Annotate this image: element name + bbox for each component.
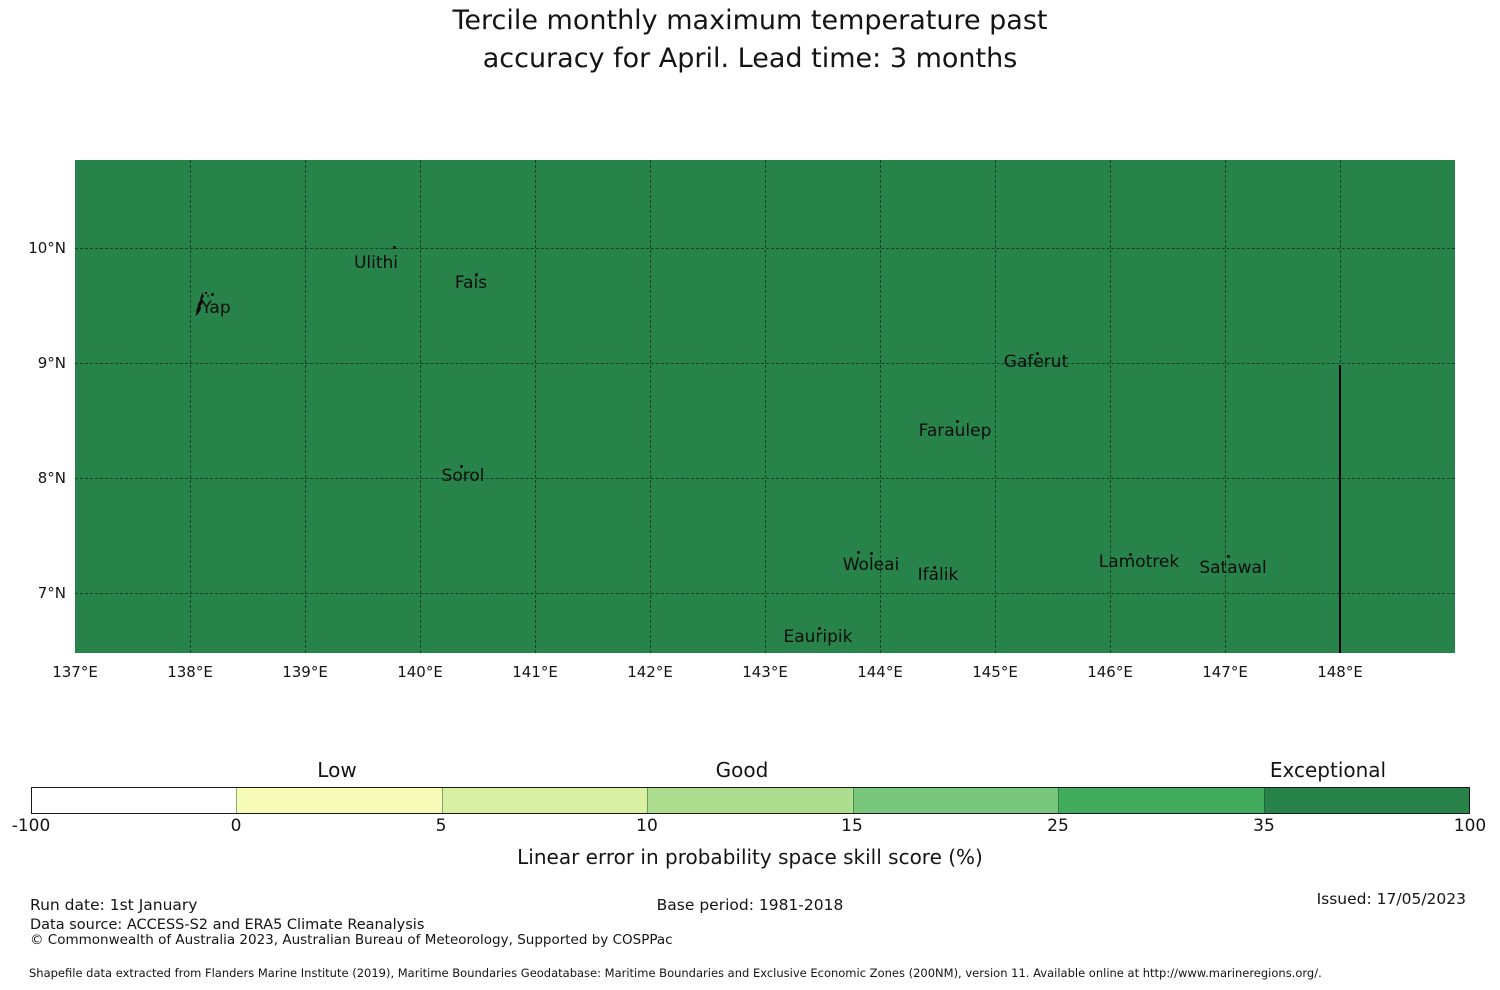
- x-tick-label: 143°E: [742, 663, 788, 681]
- gridline-latitude: [75, 478, 1455, 479]
- colorbar-tick-label: 10: [636, 816, 658, 836]
- chart-title-line1: Tercile monthly maximum temperature past: [452, 5, 1048, 36]
- x-tick-label: 144°E: [857, 663, 903, 681]
- colorbar: [31, 787, 1470, 814]
- island-dot: [818, 627, 821, 630]
- y-tick-label: 9°N: [37, 354, 66, 372]
- island-label-lamotrek: Lamotrek: [1098, 552, 1180, 572]
- gridline-longitude: [765, 160, 766, 653]
- island-label-sorol: Sorol: [441, 466, 485, 486]
- x-tick-label: 142°E: [627, 663, 673, 681]
- x-tick-label: 140°E: [397, 663, 443, 681]
- colorbar-category-exceptional: Exceptional: [1269, 758, 1387, 782]
- gridline-longitude: [535, 160, 536, 653]
- y-tick-label: 10°N: [28, 239, 66, 257]
- colorbar-segment-35to100: [1263, 788, 1469, 813]
- colorbar-tick-label: 0: [230, 816, 242, 836]
- gridline-longitude: [1110, 160, 1111, 653]
- colorbar-category-good: Good: [715, 758, 769, 782]
- island-dot: [857, 551, 860, 554]
- base-period-text: Base period: 1981-2018: [656, 896, 844, 914]
- island-dot: [211, 293, 214, 296]
- shapefile-note-text: Shapefile data extracted from Flanders M…: [29, 966, 1322, 980]
- chart-title-line2: accuracy for April. Lead time: 3 months: [482, 43, 1018, 74]
- island-label-ulithi: Ulithi: [353, 253, 399, 273]
- y-tick-label: 7°N: [37, 584, 66, 602]
- gridline-longitude: [995, 160, 996, 653]
- data-source-text: Data source: ACCESS-S2 and ERA5 Climate …: [30, 917, 425, 933]
- gridline-longitude: [420, 160, 421, 653]
- gridline-longitude: [190, 160, 191, 653]
- colorbar-category-low: Low: [317, 758, 357, 782]
- colorbar-segment-15to25: [852, 788, 1059, 813]
- x-tick-label: 138°E: [167, 663, 213, 681]
- colorbar-segment-5to10: [441, 788, 648, 813]
- island-dot: [1036, 352, 1039, 355]
- x-tick-label: 147°E: [1202, 663, 1248, 681]
- colorbar-tick-label: 35: [1253, 816, 1275, 836]
- gridline-longitude: [650, 160, 651, 653]
- copyright-text: © Commonwealth of Australia 2023, Austra…: [30, 932, 673, 948]
- colorbar-tick-label: -100: [11, 816, 51, 836]
- gridline-longitude: [305, 160, 306, 653]
- island-dot: [475, 273, 478, 276]
- island-dot: [1129, 553, 1132, 556]
- eez-boundary-line: [1339, 365, 1341, 653]
- island-label-woleai: Woleai: [842, 555, 900, 575]
- gridline-longitude: [880, 160, 881, 653]
- chart-title: Tercile monthly maximum temperature past…: [0, 2, 1500, 78]
- x-tick-label: 145°E: [972, 663, 1018, 681]
- x-tick-label: 146°E: [1087, 663, 1133, 681]
- gridline-latitude: [75, 593, 1455, 594]
- island-label-faraulep: Faraulep: [918, 421, 992, 441]
- map-area: Yap Ulithi Fais Sorol Gaferut Faraulep Woleai I…: [75, 160, 1455, 653]
- colorbar-tick-label: 5: [435, 816, 447, 836]
- island-dot: [393, 246, 396, 249]
- gridline-latitude: [75, 363, 1455, 364]
- island-label-satawal: Satawal: [1199, 558, 1267, 578]
- x-tick-label: 148°E: [1317, 663, 1363, 681]
- colorbar-segment--100to0: [32, 788, 237, 813]
- colorbar-segment-0to5: [236, 788, 442, 813]
- issued-date-text: Issued: 17/05/2023: [1316, 890, 1466, 908]
- yap-island-shape: [193, 290, 211, 317]
- gridline-longitude: [1225, 160, 1226, 653]
- x-tick-label: 141°E: [512, 663, 558, 681]
- gridline-latitude: [75, 248, 1455, 249]
- colorbar-segment-25to35: [1058, 788, 1264, 813]
- colorbar-tick-label: 15: [841, 816, 863, 836]
- colorbar-tick-label: 100: [1453, 816, 1487, 836]
- island-label-gaferut: Gaferut: [1003, 352, 1069, 372]
- island-label-fais: Fais: [454, 273, 488, 293]
- colorbar-segment-10to15: [647, 788, 853, 813]
- island-label-ifalik: Ifalik: [917, 565, 959, 585]
- island-label-eauripik: Eauripik: [783, 627, 853, 647]
- run-date-text: Run date: 1st January: [30, 896, 198, 914]
- island-dot: [933, 566, 936, 569]
- island-dot: [460, 465, 463, 468]
- colorbar-tick-label: 25: [1047, 816, 1069, 836]
- island-label-yap: Yap: [201, 298, 231, 318]
- x-tick-label: 137°E: [52, 663, 98, 681]
- island-dot: [1227, 555, 1230, 558]
- island-dot: [956, 420, 959, 423]
- island-dot: [870, 552, 873, 555]
- colorbar-axis-label: Linear error in probability space skill …: [517, 845, 983, 869]
- y-tick-label: 8°N: [37, 469, 66, 487]
- x-tick-label: 139°E: [282, 663, 328, 681]
